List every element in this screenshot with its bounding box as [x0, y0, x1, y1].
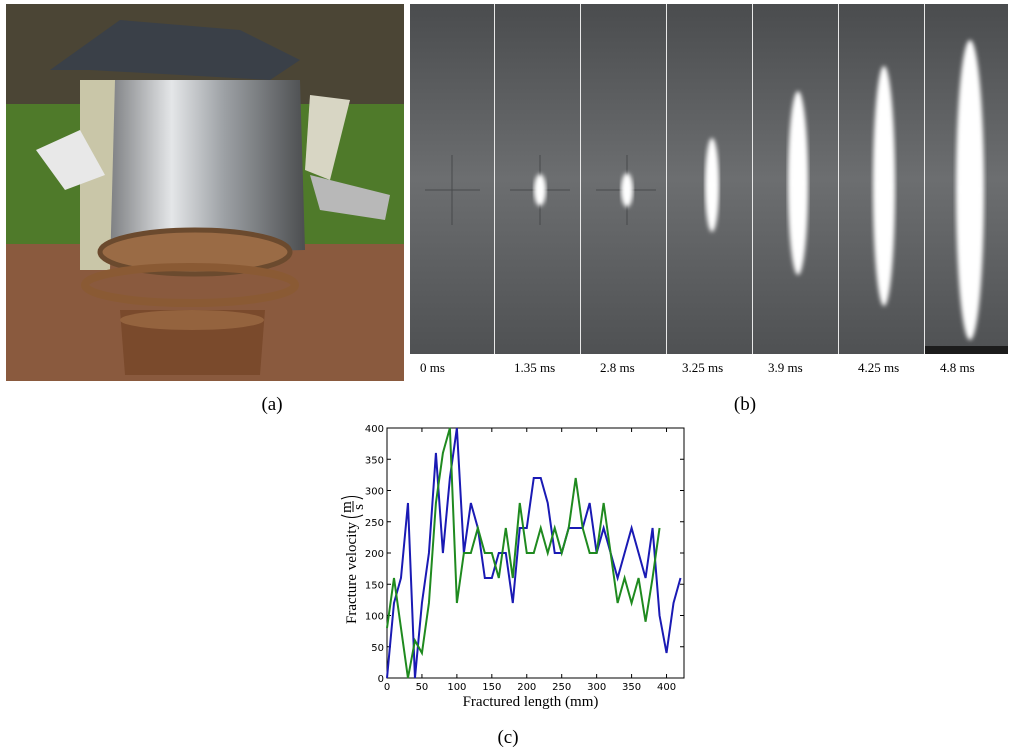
y-tick-label: 100 [365, 612, 384, 623]
paren [340, 514, 364, 518]
series-line [386, 427, 682, 679]
x-tick-label: 50 [416, 682, 429, 693]
x-tick-label: 250 [552, 682, 571, 693]
y-tick-label: 300 [365, 487, 384, 498]
frame-time: 0 ms [420, 360, 445, 375]
x-tick-label: 400 [657, 682, 676, 693]
y-unit: s [351, 504, 367, 510]
frame-time: 4.25 ms [858, 360, 899, 375]
y-tick-label: 50 [371, 643, 384, 654]
y-label-text: Fracture velocity [344, 521, 360, 624]
x-tick-label: 150 [482, 682, 501, 693]
y-tick-label: 350 [365, 455, 384, 466]
frame-time: 1.35 ms [514, 360, 555, 375]
y-tick-label: 250 [365, 518, 384, 529]
y-tick-label: 0 [378, 674, 384, 685]
photo [6, 4, 404, 381]
chart: 0 50 100 150 200 250 300 350 400 0 50 100 150 200 250 3… [339, 424, 685, 710]
series-line [386, 427, 661, 679]
x-tick-label: 350 [622, 682, 641, 693]
frame-time: 4.8 ms [940, 360, 975, 375]
frames [410, 4, 1008, 354]
x-tick-label: 200 [517, 682, 536, 693]
y-unit: m [339, 501, 355, 513]
y-axis-label: Fracture velocity ms [339, 496, 367, 624]
frame-time: 2.8 ms [600, 360, 635, 375]
x-tick-label: 300 [587, 682, 606, 693]
caption: (a) [261, 394, 282, 415]
y-tick-label: 200 [365, 549, 384, 560]
caption: (c) [497, 727, 518, 748]
paren [340, 496, 364, 500]
x-tick-label: 100 [447, 682, 466, 693]
x-axis-label: Fractured length (mm) [463, 694, 599, 710]
y-tick-label: 150 [365, 580, 384, 591]
frame-time: 3.25 ms [682, 360, 723, 375]
caption: (b) [734, 394, 756, 415]
frame-time: 3.9 ms [768, 360, 803, 375]
y-tick-label: 400 [365, 424, 384, 435]
frame-labels: 0 ms 1.35 ms 2.8 ms 3.25 ms 3.9 ms 4.25 ms 4.8… [420, 360, 975, 375]
x-tick-label: 0 [384, 682, 390, 693]
